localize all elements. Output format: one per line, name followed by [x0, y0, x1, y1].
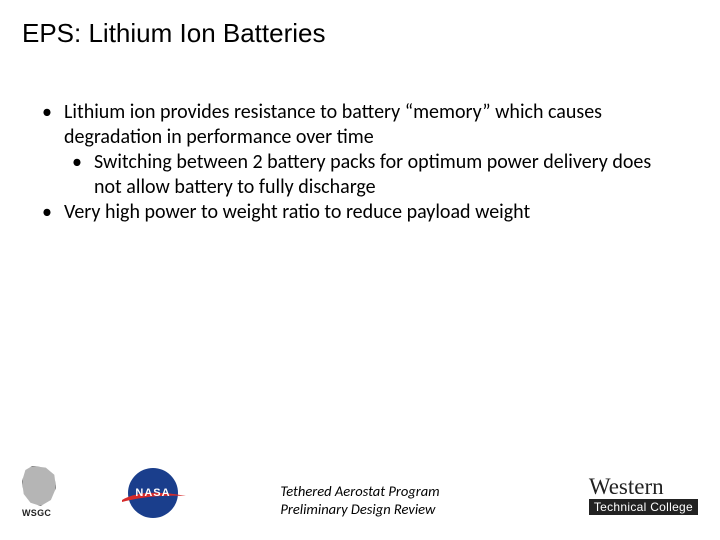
footer-logos-left: WSGC NASA [22, 466, 180, 522]
bullet-dot-icon [42, 200, 64, 225]
bullet-text: Lithium ion provides resistance to batte… [64, 100, 672, 150]
bullet-item: Lithium ion provides resistance to batte… [42, 100, 672, 150]
bullet-dot-icon [72, 150, 94, 200]
slide: EPS: Lithium Ion Batteries Lithium ion p… [0, 0, 720, 540]
nasa-label: NASA [135, 487, 170, 499]
slide-content: Lithium ion provides resistance to batte… [42, 100, 672, 225]
nasa-logo: NASA [128, 468, 180, 520]
bullet-item: Very high power to weight ratio to reduc… [42, 200, 672, 225]
wsgc-shape-icon [22, 466, 56, 506]
bullet-text: Very high power to weight ratio to reduc… [64, 200, 530, 225]
western-logo: Western Technical College [589, 475, 698, 516]
footer-center-text: Tethered Aerostat Program Preliminary De… [280, 482, 439, 518]
wsgc-label: WSGC [22, 508, 68, 518]
western-bot-text: Technical College [589, 499, 698, 515]
nasa-circle-icon: NASA [128, 468, 178, 518]
bullet-text: Switching between 2 battery packs for op… [94, 150, 672, 200]
bullet-item-sub: Switching between 2 battery packs for op… [72, 150, 672, 200]
footer-review-name: Preliminary Design Review [280, 500, 439, 518]
slide-footer: WSGC NASA Tethered Aerostat Program Prel… [0, 460, 720, 522]
bullet-dot-icon [42, 100, 64, 150]
slide-title: EPS: Lithium Ion Batteries [22, 18, 325, 49]
western-top-text: Western [589, 475, 664, 498]
wsgc-logo: WSGC [22, 466, 68, 522]
footer-program-name: Tethered Aerostat Program [280, 482, 439, 500]
